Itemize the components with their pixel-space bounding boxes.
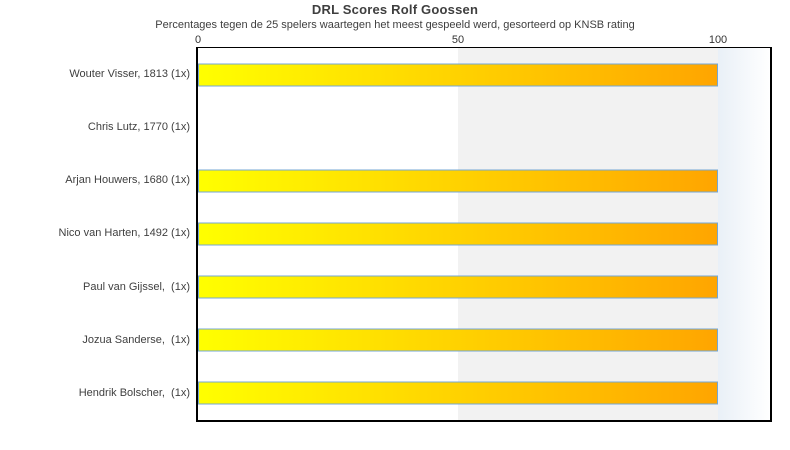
- bar-row: [198, 261, 770, 314]
- bar-row: [198, 314, 770, 367]
- chart-title: DRL Scores Rolf Goossen: [311, 2, 479, 17]
- x-axis: 0 50 100: [194, 34, 770, 47]
- bar: [198, 222, 718, 246]
- background-fade: [718, 48, 770, 420]
- y-axis-label: Paul van Gijssel, (1x): [83, 280, 190, 293]
- bar: [198, 381, 718, 405]
- bar-row: [198, 207, 770, 260]
- y-axis-label: Nico van Harten, 1492 (1x): [58, 227, 190, 240]
- bar-row: [198, 367, 770, 420]
- y-axis-label: Hendrik Bolscher, (1x): [78, 386, 190, 399]
- bar-row: [198, 154, 770, 207]
- chart-subtitle: Percentages tegen de 25 spelers waartege…: [155, 19, 635, 31]
- bar: [198, 328, 718, 352]
- bar-rows: [198, 48, 770, 420]
- y-axis-label: Arjan Houwers, 1680 (1x): [65, 174, 190, 187]
- y-axis-label: Jozua Sanderse, (1x): [82, 333, 190, 346]
- bar: [198, 169, 718, 193]
- x-axis-tick-label: 0: [194, 34, 202, 46]
- plot-area: [196, 47, 772, 422]
- bar: [198, 275, 718, 299]
- y-axis-label: Wouter Visser, 1813 (1x): [69, 68, 190, 81]
- x-axis-tick-label: 100: [708, 34, 728, 46]
- bar-row: [198, 48, 770, 101]
- y-axis-label: Chris Lutz, 1770 (1x): [87, 121, 190, 134]
- bar: [198, 63, 718, 87]
- x-axis-tick-label: 50: [451, 34, 465, 46]
- y-axis-labels: Wouter Visser, 1813 (1x) Chris Lutz, 1770…: [0, 48, 190, 420]
- bar-row: [198, 101, 770, 154]
